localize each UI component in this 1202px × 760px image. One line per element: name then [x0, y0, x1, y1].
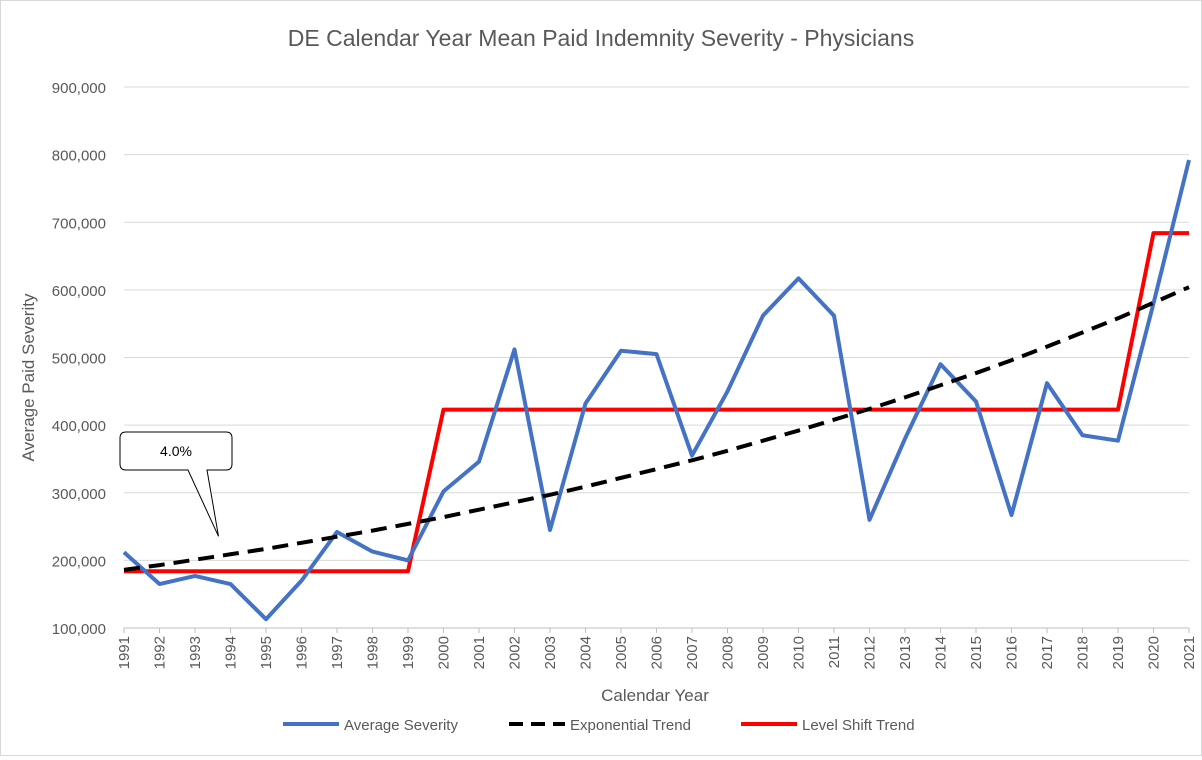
legend-item-average-severity: Average Severity [283, 717, 458, 734]
legend-label: Exponential Trend [570, 717, 691, 734]
legend-label: Level Shift Trend [802, 717, 915, 734]
x-tick-label: 1992 [152, 636, 169, 669]
series-average-severity [124, 160, 1189, 619]
x-axis-title: Calendar Year [601, 686, 709, 705]
callout-text: 4.0% [160, 443, 192, 459]
x-tick-label: 1995 [258, 636, 275, 669]
x-tick-label: 2006 [649, 636, 666, 669]
y-axis-tick-labels: 100,000 200,000 300,000 400,000 500,000 600,0… [52, 80, 106, 638]
x-tick-label: 2000 [436, 636, 453, 669]
x-tick-label: 1998 [365, 636, 382, 669]
x-tick-label: 2016 [1004, 636, 1021, 669]
x-tick-label: 2017 [1039, 636, 1056, 669]
y-tick-label: 600,000 [52, 283, 106, 300]
x-tick-label: 2008 [720, 636, 737, 669]
legend-item-exponential-trend: Exponential Trend [509, 717, 691, 734]
series-exponential-trend [124, 287, 1189, 570]
x-axis-tick-labels: 1991 1992 1993 1994 1995 1996 1997 1998 1999 2000… [116, 636, 1198, 669]
x-tick-label: 2014 [933, 636, 950, 669]
x-tick-label: 2004 [578, 636, 595, 669]
level-shift-trend-line [124, 233, 1189, 571]
exponential-trend-line [124, 287, 1189, 570]
y-tick-label: 200,000 [52, 553, 106, 570]
y-axis-title: Average Paid Severity [19, 293, 38, 461]
x-tick-label: 2005 [613, 636, 630, 669]
x-tick-label: 2019 [1110, 636, 1127, 669]
y-tick-label: 700,000 [52, 215, 106, 232]
x-tick-label: 2010 [791, 636, 808, 669]
y-tick-label: 300,000 [52, 486, 106, 503]
y-tick-label: 800,000 [52, 148, 106, 165]
legend-item-level-shift-trend: Level Shift Trend [741, 717, 915, 734]
average-severity-line [124, 160, 1189, 619]
annotation-callout: 4.0% [120, 432, 232, 536]
y-tick-label: 100,000 [52, 621, 106, 638]
x-tick-label: 2012 [862, 636, 879, 669]
x-tick-label: 2009 [755, 636, 772, 669]
x-tick-label: 1997 [329, 636, 346, 669]
x-tick-label: 2002 [507, 636, 524, 669]
series-level-shift-trend [124, 233, 1189, 571]
x-tick-label: 2011 [826, 636, 843, 668]
x-tick-label: 2015 [968, 636, 985, 669]
x-tick-label: 2003 [542, 636, 559, 669]
x-tick-label: 2013 [897, 636, 914, 669]
x-tick-label: 1994 [223, 636, 240, 669]
x-tick-label: 1996 [294, 636, 311, 669]
x-tick-label: 2001 [471, 636, 488, 669]
legend-label: Average Severity [344, 717, 458, 734]
legend: Average Severity Exponential Trend Level S… [283, 717, 915, 734]
y-tick-label: 900,000 [52, 80, 106, 97]
y-tick-label: 500,000 [52, 351, 106, 368]
x-tick-label: 1999 [400, 636, 417, 669]
series-lines [124, 160, 1189, 619]
x-tick-label: 2020 [1146, 636, 1163, 669]
x-tick-label: 1993 [187, 636, 204, 669]
x-tick-label: 1991 [116, 636, 133, 669]
x-tick-label: 2018 [1075, 636, 1092, 669]
x-tick-label: 2021 [1181, 636, 1198, 669]
chart-title: DE Calendar Year Mean Paid Indemnity Sev… [288, 25, 914, 51]
y-tick-label: 400,000 [52, 418, 106, 435]
x-tick-label: 2007 [684, 636, 701, 669]
